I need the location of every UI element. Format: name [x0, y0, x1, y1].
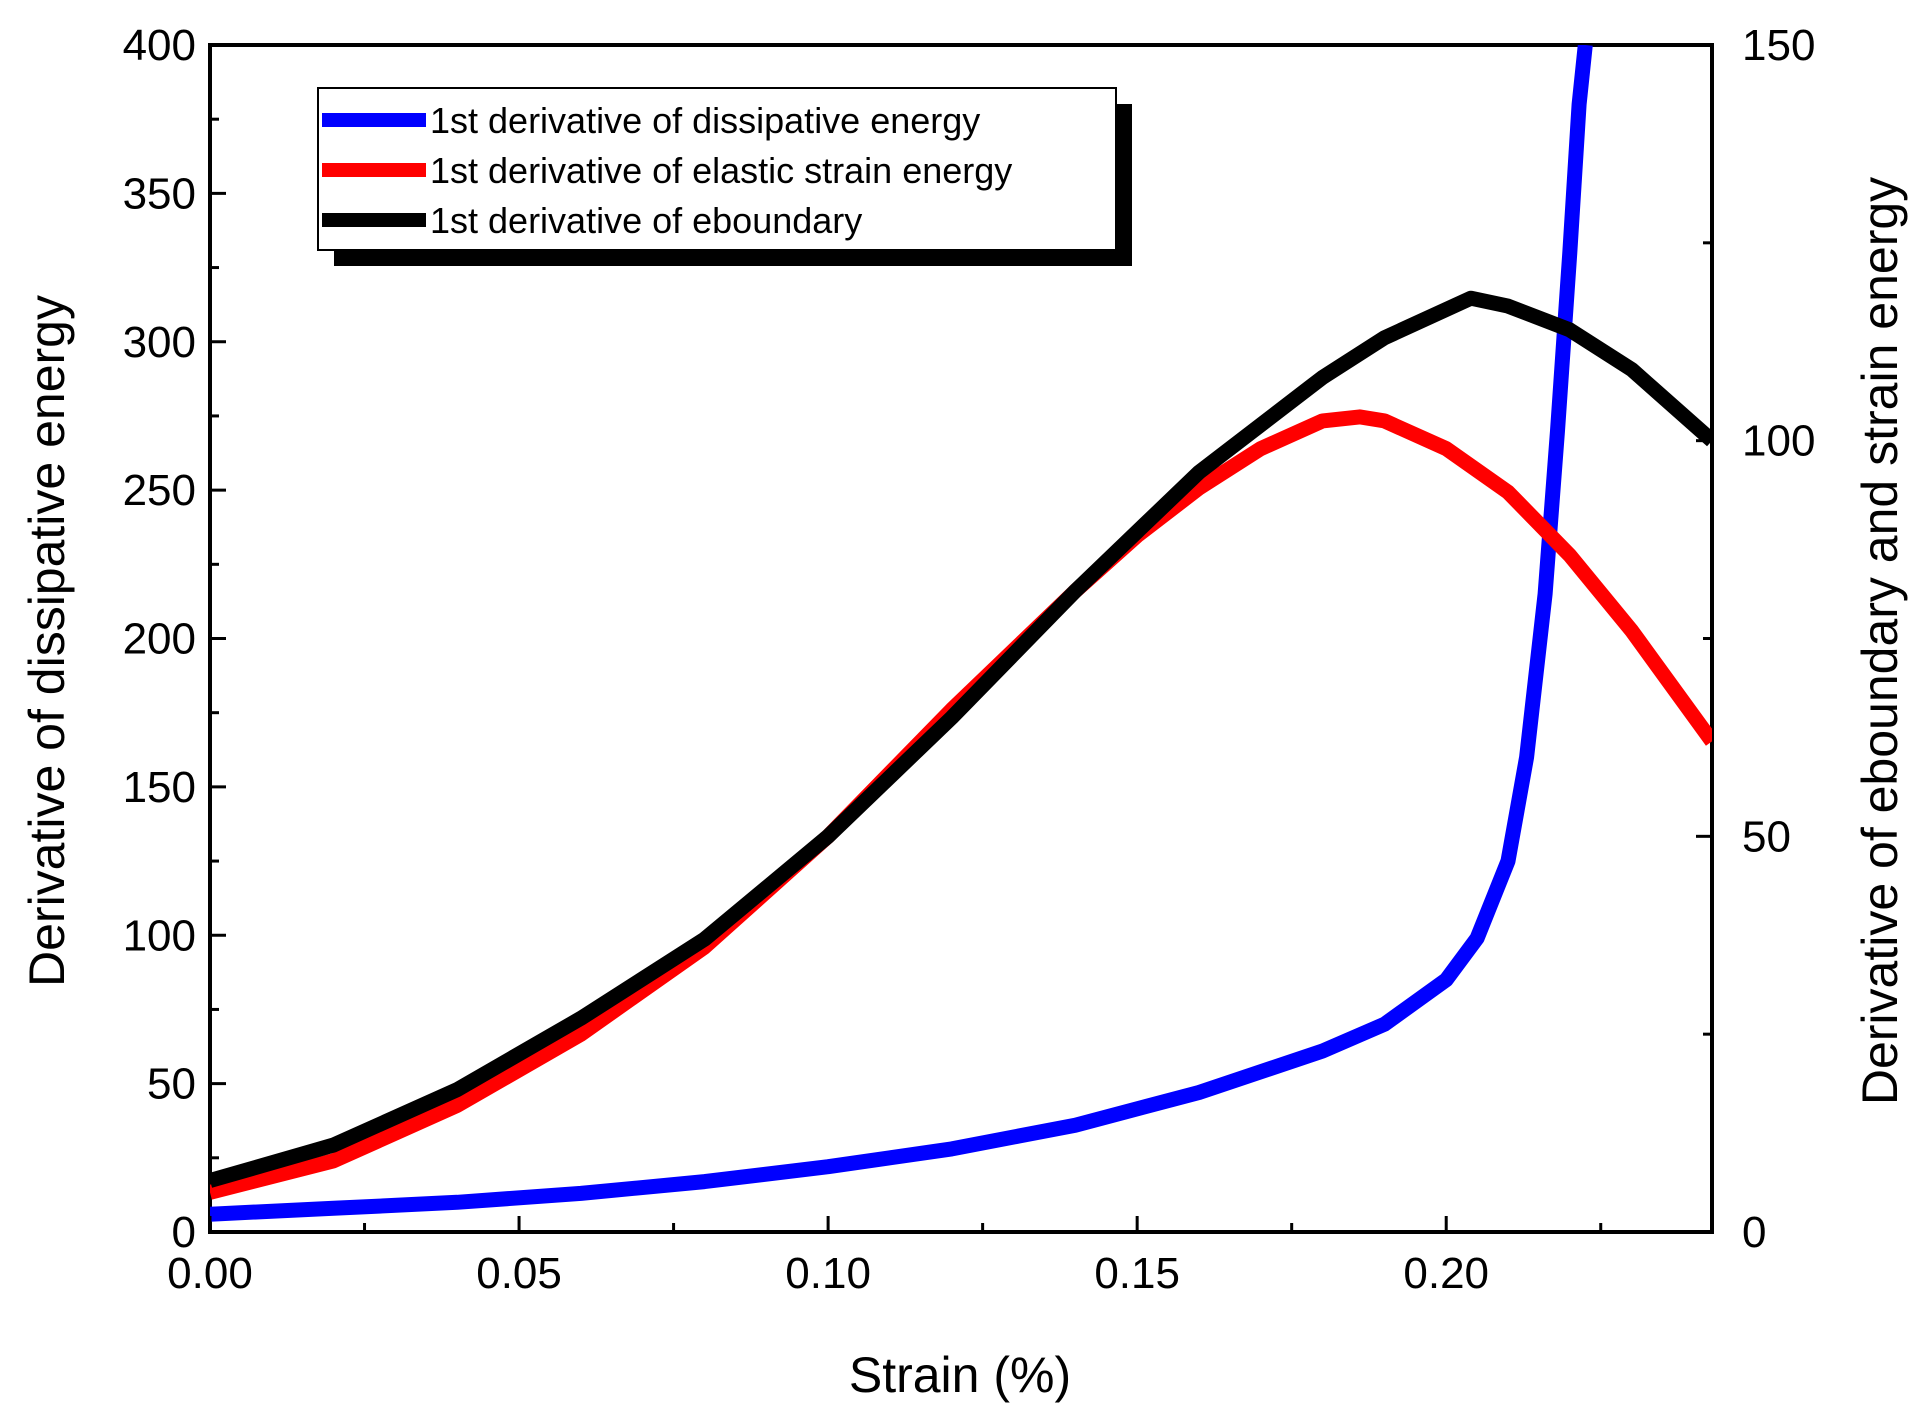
y-tick-label: 350: [123, 169, 196, 218]
series-line-2: [210, 409, 1712, 1200]
legend-box: [317, 87, 1117, 251]
y2-tick-label: 0: [1742, 1208, 1766, 1257]
y-tick-label: 100: [123, 911, 196, 960]
x-tick-label: 0.00: [167, 1249, 253, 1298]
x-axis-title: Strain (%): [849, 1347, 1071, 1403]
y2-tick-label: 50: [1742, 812, 1791, 861]
y-axis-title-left: Derivative of dissipative energy: [19, 295, 75, 987]
y-tick-label: 250: [123, 466, 196, 515]
legend-entry-label: 1st derivative of eboundary: [430, 200, 862, 241]
x-tick-label: 0.20: [1403, 1249, 1489, 1298]
y-tick-label: 300: [123, 318, 196, 367]
y-tick-label: 200: [123, 615, 196, 664]
y-tick-label: 0: [172, 1208, 196, 1257]
legend-entry-label: 1st derivative of dissipative energy: [430, 100, 980, 141]
x-tick-label: 0.15: [1094, 1249, 1180, 1298]
series-line-3: [210, 290, 1712, 1188]
series-layer: [210, 45, 1712, 1222]
ticks-layer: 0.00 0.05 0.10 0.15 0.20 0 50 100 150 200 250 300 35…: [123, 21, 1816, 1298]
y-axis-title-right: Derivative of eboundary and strain energ…: [1852, 177, 1908, 1105]
y2-tick-label: 100: [1742, 417, 1815, 466]
y-tick-label: 150: [123, 763, 196, 812]
y-tick-label: 400: [123, 21, 196, 70]
series-line-1: [210, 45, 1593, 1222]
legend-entry-label: 1st derivative of elastic strain energy: [430, 150, 1012, 191]
x-tick-label: 0.10: [785, 1249, 871, 1298]
y2-tick-label: 150: [1742, 21, 1815, 70]
x-tick-label: 0.05: [476, 1249, 562, 1298]
legend: 1st derivative of dissipative energy 1st …: [317, 87, 1132, 266]
y-tick-label: 50: [147, 1060, 196, 1109]
